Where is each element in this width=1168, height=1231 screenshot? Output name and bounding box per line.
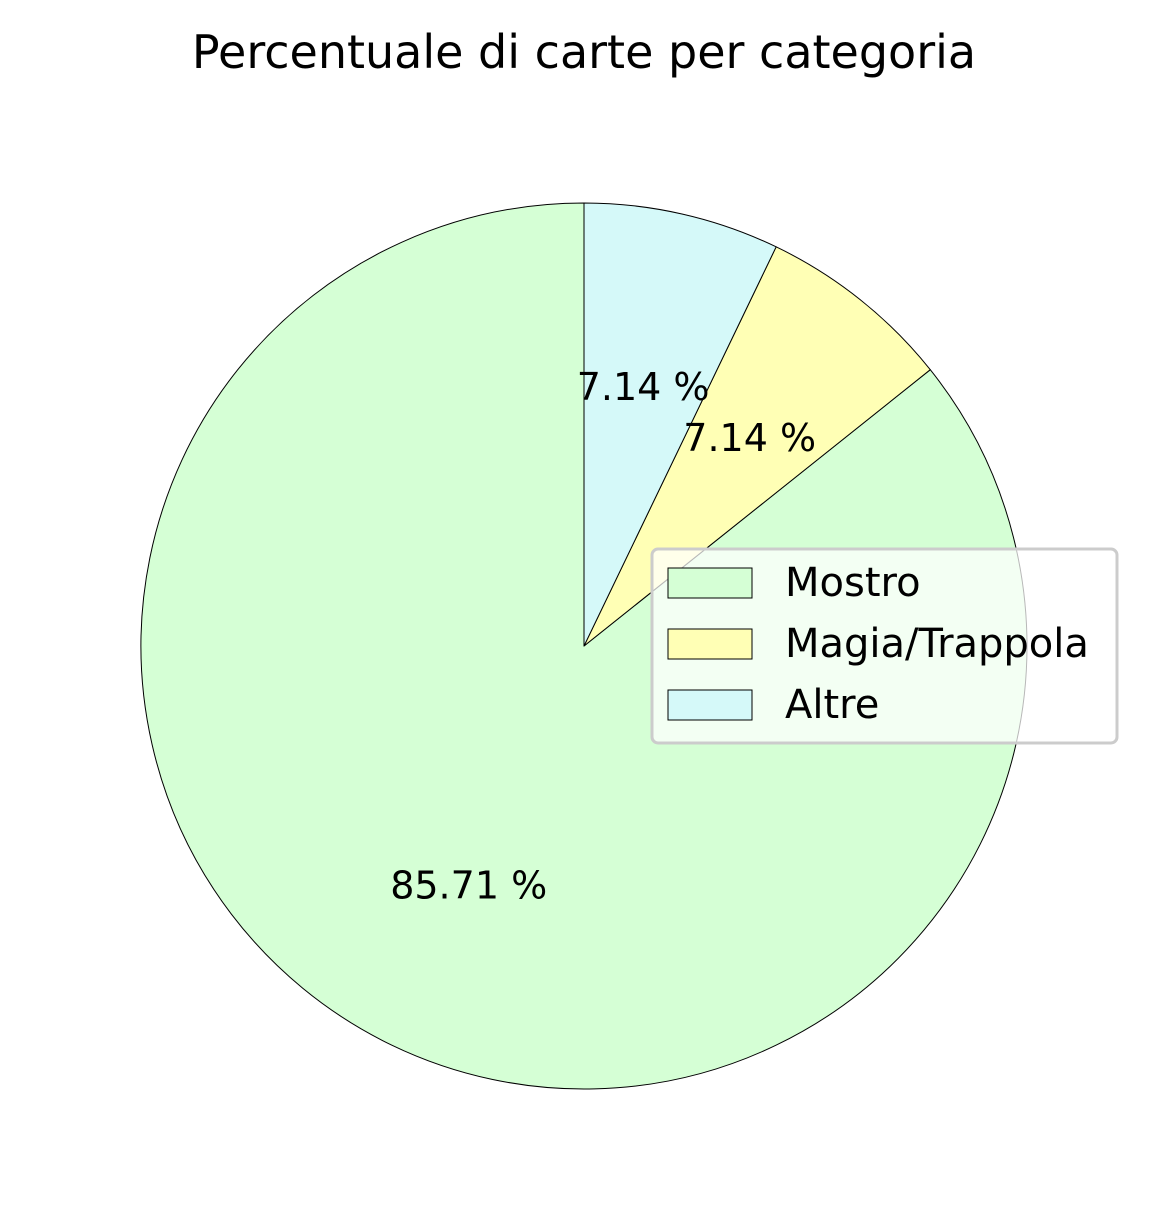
legend: Mostro Magia/Trappola Altre	[650, 547, 1119, 745]
pie-slice-altre	[583, 202, 777, 647]
legend-entries: Mostro Magia/Trappola Altre	[667, 560, 1089, 728]
pie-percent-label-magia-trappola: 7.14 %	[683, 416, 816, 460]
legend-swatch-altre	[667, 689, 753, 721]
legend-swatch-magia-trappola	[667, 628, 753, 660]
pie-slices	[140, 202, 1028, 1090]
legend-label-altre: Altre	[785, 682, 879, 728]
chart-title: Percentuale di carte per categoria	[192, 25, 976, 79]
pie-percent-label-altre: 7.14 %	[577, 365, 710, 409]
legend-label-magia-trappola: Magia/Trappola	[785, 621, 1089, 667]
legend-frame	[650, 547, 1119, 745]
legend-label-mostro: Mostro	[785, 560, 921, 606]
legend-swatch-mostro	[667, 567, 753, 599]
pie-percent-label-mostro: 85.71 %	[390, 863, 547, 907]
pie-percent-labels: 85.71 % 7.14 % 7.14 %	[390, 365, 816, 908]
pie-slice-magia-trappola	[583, 246, 931, 647]
